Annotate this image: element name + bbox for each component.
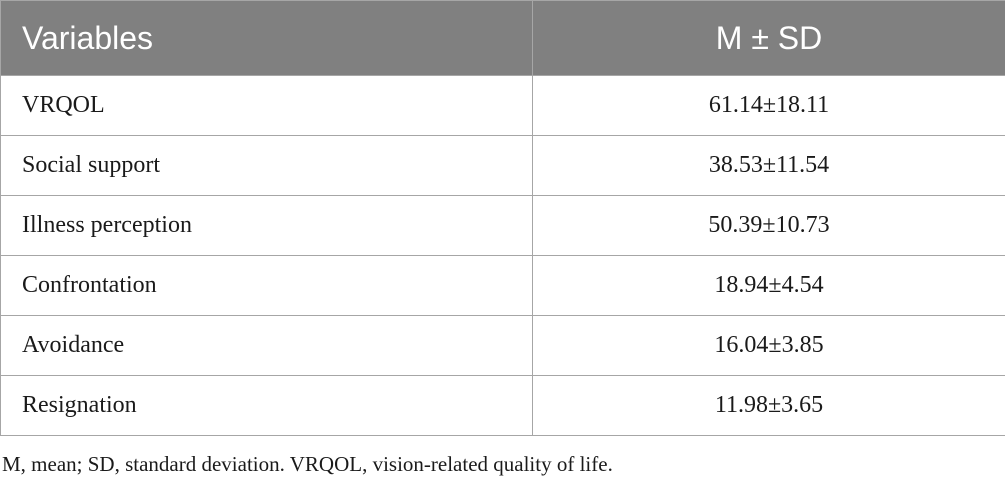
descriptive-statistics-table: Variables M ± SD VRQOL 61.14±18.11 Socia… [0, 0, 1005, 436]
table-row: Confrontation 18.94±4.54 [0, 255, 1005, 316]
row-variable-cell: Social support [0, 135, 533, 196]
table-row: Social support 38.53±11.54 [0, 135, 1005, 196]
row-variable-cell: Confrontation [0, 255, 533, 316]
table-footnote: M, mean; SD, standard deviation. VRQOL, … [2, 452, 613, 476]
table-body: VRQOL 61.14±18.11 Social support 38.53±1… [0, 75, 1005, 436]
data-table: Variables M ± SD VRQOL 61.14±18.11 Socia… [0, 0, 1005, 436]
table-row: VRQOL 61.14±18.11 [0, 75, 1005, 136]
table-row: Illness perception 50.39±10.73 [0, 195, 1005, 256]
row-value-cell: 50.39±10.73 [532, 195, 1005, 256]
header-mean-sd: M ± SD [532, 0, 1005, 76]
row-value-cell: 61.14±18.11 [532, 75, 1005, 136]
header-variables: Variables [0, 0, 533, 76]
table-row: Avoidance 16.04±3.85 [0, 315, 1005, 376]
table-row: Resignation 11.98±3.65 [0, 375, 1005, 436]
header-row: Variables M ± SD [0, 0, 1005, 76]
row-value-cell: 18.94±4.54 [532, 255, 1005, 316]
row-variable-cell: Avoidance [0, 315, 533, 376]
row-value-cell: 11.98±3.65 [532, 375, 1005, 436]
row-value-cell: 38.53±11.54 [532, 135, 1005, 196]
row-variable-cell: Illness perception [0, 195, 533, 256]
row-variable-cell: VRQOL [0, 75, 533, 136]
row-variable-cell: Resignation [0, 375, 533, 436]
table-header: Variables M ± SD [0, 0, 1005, 76]
row-value-cell: 16.04±3.85 [532, 315, 1005, 376]
